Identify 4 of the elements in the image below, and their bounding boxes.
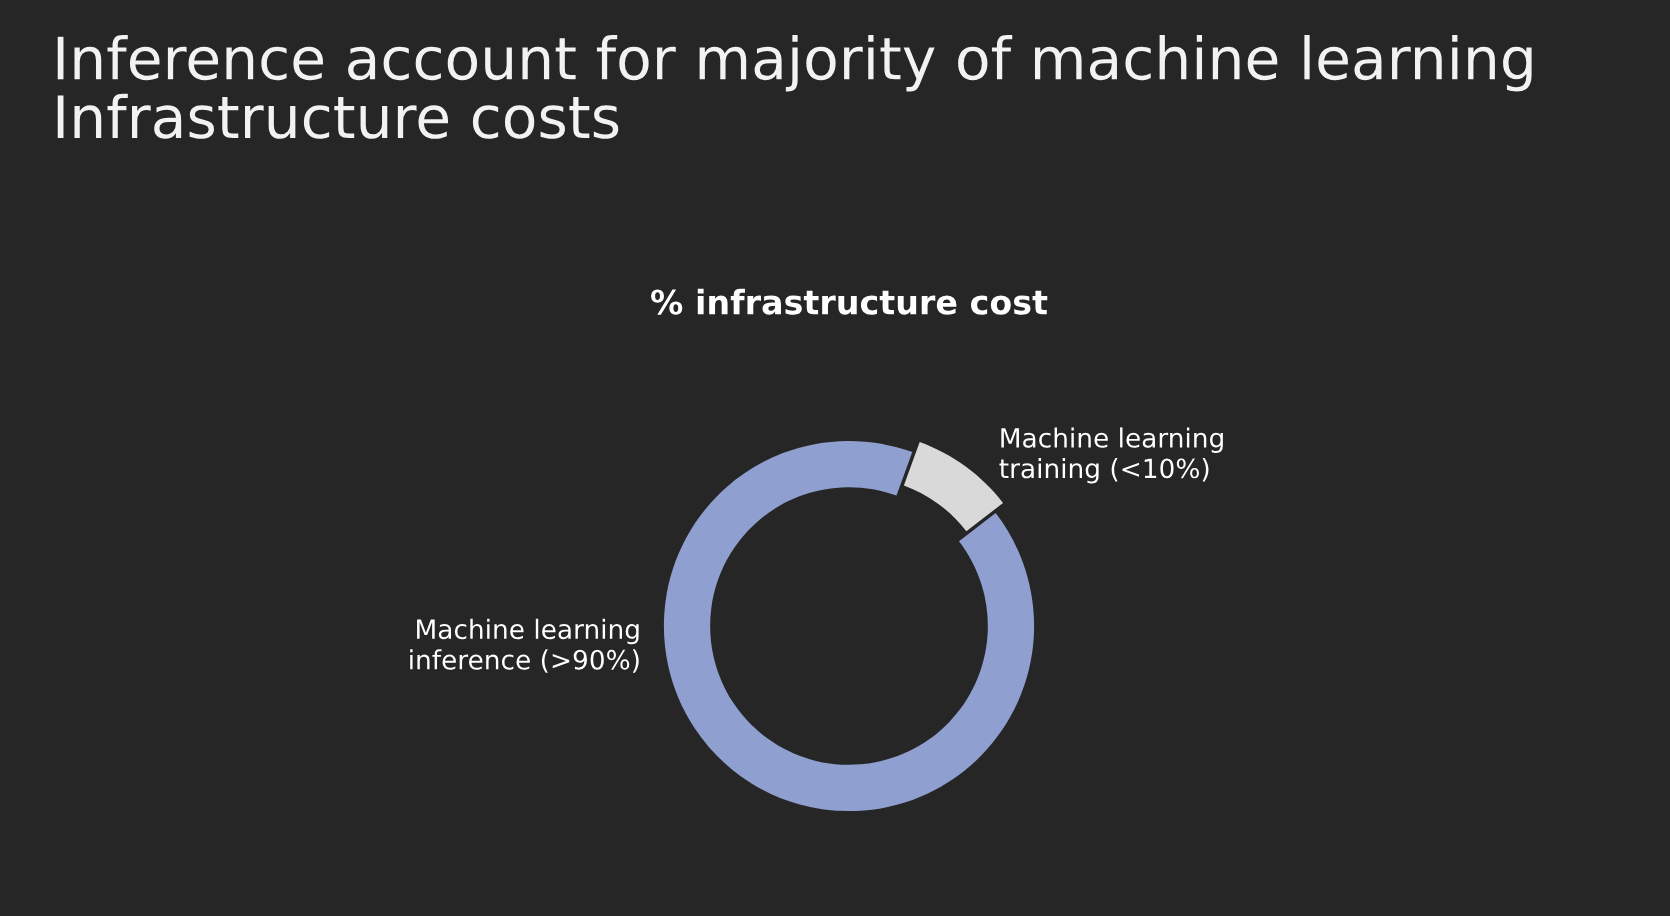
chart-title: Inference account for majority of machine learning Infrastructure costs <box>57 35 1532 139</box>
slice-label: Machine learning training (<10%) <box>999 427 1223 484</box>
chart-subtitle: % infrastructure cost <box>651 288 1048 315</box>
slice-label: Machine learning inference (>90%) <box>410 618 639 673</box>
